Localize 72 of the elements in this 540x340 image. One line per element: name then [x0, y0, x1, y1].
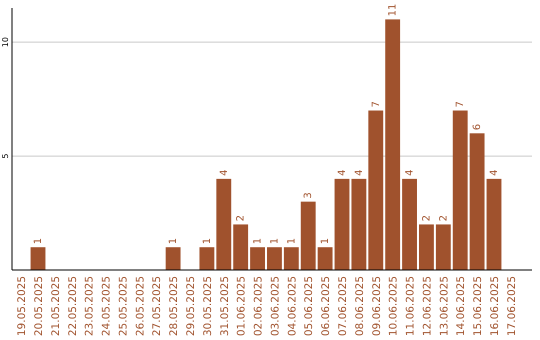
data-label: 1 [320, 238, 332, 244]
bar [452, 110, 468, 270]
bar [166, 247, 181, 270]
bar [30, 247, 46, 270]
data-label: 3 [303, 192, 314, 199]
data-label: 4 [404, 169, 416, 176]
x-tick-label: 19.05.2025 [16, 276, 28, 336]
x-tick-label: 07.06.2025 [336, 276, 349, 336]
x-tick-label: 29.05.2025 [185, 276, 198, 336]
bar [368, 110, 384, 270]
bar [419, 224, 434, 270]
bar [402, 178, 417, 270]
bar [318, 247, 333, 270]
x-tick-label: 15.06.2025 [472, 276, 484, 336]
x-tick-label: 27.05.2025 [151, 276, 164, 336]
data-label: 1 [202, 238, 213, 244]
data-label: 1 [286, 238, 298, 244]
x-tick-label: 12.06.2025 [421, 276, 434, 336]
data-label: 1 [269, 238, 280, 244]
bar [199, 247, 214, 270]
x-tick-label: 30.05.2025 [202, 276, 214, 336]
bar [300, 202, 316, 270]
x-tick-label: 21.05.2025 [50, 276, 62, 336]
data-label: 4 [488, 169, 500, 176]
y-tick-label: 5 [1, 154, 10, 159]
data-label: 2 [236, 215, 247, 222]
data-label: 2 [421, 215, 432, 222]
bar [250, 247, 265, 270]
x-tick-label: 25.05.2025 [117, 276, 130, 336]
x-tick-label: 05.06.2025 [303, 276, 316, 336]
bar [334, 178, 350, 270]
bar [385, 19, 400, 270]
data-label: 1 [252, 238, 264, 244]
x-tick-label: 03.06.2025 [269, 276, 282, 336]
data-label: 2 [438, 215, 450, 222]
x-tick-label: 08.06.2025 [354, 276, 366, 336]
x-tick-label: 20.05.2025 [33, 276, 46, 336]
data-label: 1 [33, 238, 44, 244]
data-label: 4 [336, 169, 348, 176]
data-label: 1 [168, 238, 180, 244]
data-label: 4 [354, 169, 365, 176]
x-tick-label: 28.05.2025 [168, 276, 180, 336]
data-label: 7 [370, 101, 382, 108]
x-tick-label: 17.06.2025 [506, 276, 518, 336]
x-tick-label: 02.06.2025 [252, 276, 265, 336]
data-label: 7 [455, 101, 466, 108]
x-tick-label: 11.06.2025 [404, 276, 417, 336]
x-tick-label: 01.06.2025 [236, 276, 248, 336]
x-tick-label: 06.06.2025 [320, 276, 332, 336]
x-tick-label: 26.05.2025 [134, 276, 146, 336]
x-tick-label: 04.06.2025 [286, 276, 298, 336]
x-tick-label: 09.06.2025 [370, 276, 383, 336]
bar [216, 178, 232, 270]
x-tick-label: 23.05.2025 [84, 276, 96, 336]
bar [267, 247, 282, 270]
x-tick-label: 31.05.2025 [218, 276, 231, 336]
x-tick-label: 14.06.2025 [455, 276, 468, 336]
y-tick-label: 10 [1, 37, 10, 48]
x-tick-label: 22.05.2025 [66, 276, 79, 336]
x-tick-label: 24.05.2025 [100, 276, 113, 336]
data-label: 6 [472, 124, 484, 130]
data-label: 11 [388, 4, 399, 16]
bar [284, 247, 299, 270]
x-tick-label: 16.06.2025 [488, 276, 501, 336]
x-tick-label: 10.06.2025 [388, 276, 400, 336]
bar [233, 224, 248, 270]
data-label: 4 [218, 169, 230, 176]
bar [486, 178, 502, 270]
x-tick-label: 13.06.2025 [438, 276, 450, 336]
bar [351, 178, 366, 270]
bar [470, 133, 485, 270]
bar [436, 224, 451, 270]
